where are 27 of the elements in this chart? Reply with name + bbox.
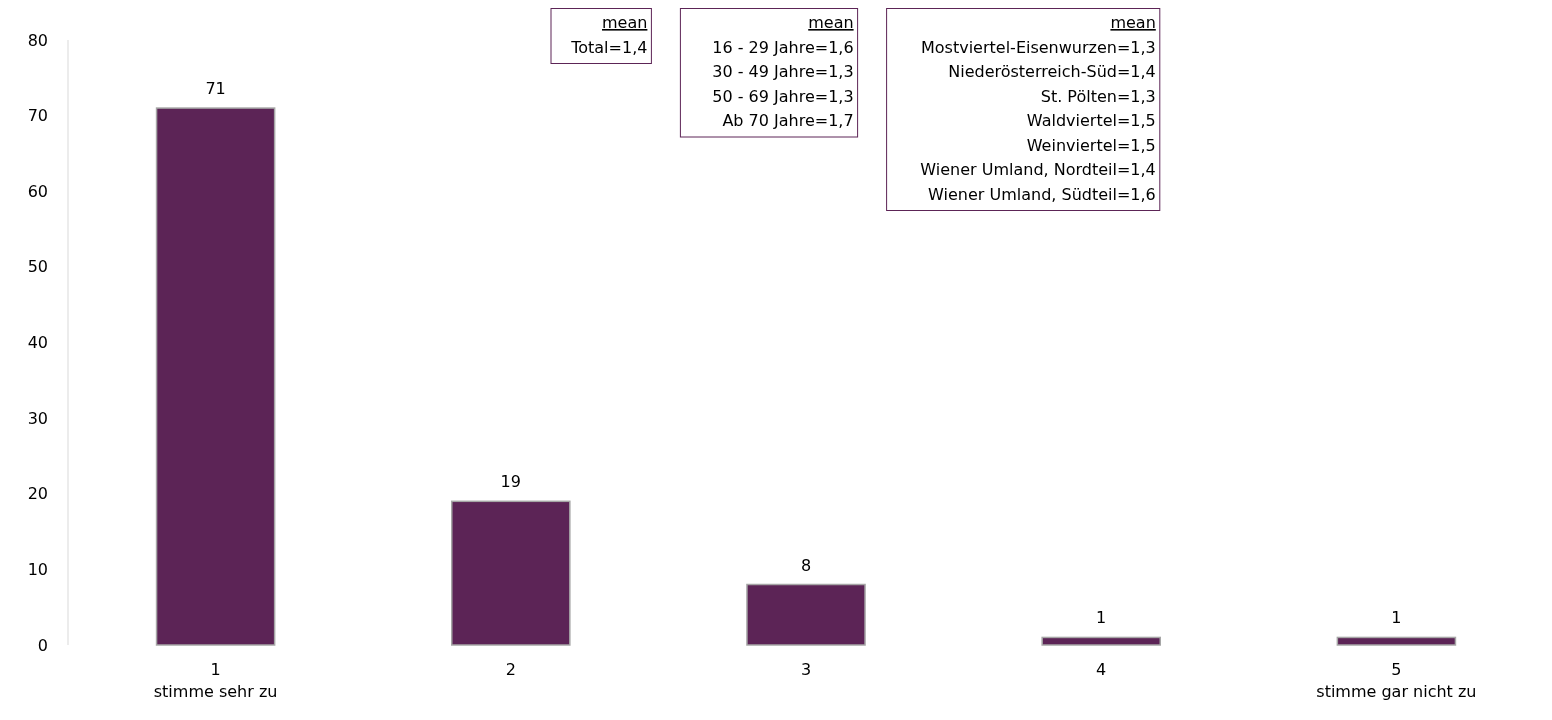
data-label: 8 bbox=[800, 555, 812, 575]
x-tick-label: 4 bbox=[1096, 660, 1107, 679]
bar bbox=[1336, 636, 1457, 646]
data-label: 1 bbox=[1391, 608, 1402, 628]
y-tick-label: 60 bbox=[27, 181, 48, 201]
annotation: mean Total=1,4 bbox=[570, 13, 648, 57]
y-tick-label: 70 bbox=[27, 106, 48, 126]
y-tick-label: 40 bbox=[27, 333, 48, 353]
y-tick-label: 50 bbox=[27, 257, 48, 277]
data-label: 19 bbox=[500, 472, 521, 492]
data-label: 71 bbox=[205, 79, 226, 99]
x-tick-label: 3 bbox=[800, 660, 812, 679]
bar bbox=[451, 500, 571, 646]
x-tick-label: 2 bbox=[505, 660, 516, 679]
bar bbox=[155, 107, 276, 646]
bar bbox=[1041, 636, 1161, 646]
y-tick-label: 30 bbox=[27, 408, 48, 428]
bar bbox=[746, 583, 866, 646]
x-tick-label: 5 stimme gar nicht zu bbox=[1316, 660, 1477, 701]
annotation: mean 16 - 29 Jahre=1,6 30 - 49 Jahre=1,3 50 - 69 Jahre=1,3 Ab 70 Jahre=1,7 bbox=[712, 13, 854, 130]
data-label: 1 bbox=[1096, 608, 1107, 628]
x-tick-label: 1 stimme sehr zu bbox=[153, 660, 278, 701]
annotation: mean Mostviertel-Eisenwurzen=1,3 Niederösterreich-Süd=1,4 St. Pölten=1,3 Waldviertel=1,5 Weinviertel=1,5 Wiener Umland, Nordteil=1,4 Wiener Umland, Südteil=1,6 bbox=[920, 13, 1156, 204]
y-tick-label: 20 bbox=[27, 484, 48, 504]
y-tick-label: 80 bbox=[27, 30, 48, 50]
y-tick-label: 10 bbox=[27, 559, 48, 579]
y-tick-label: 0 bbox=[37, 635, 48, 655]
